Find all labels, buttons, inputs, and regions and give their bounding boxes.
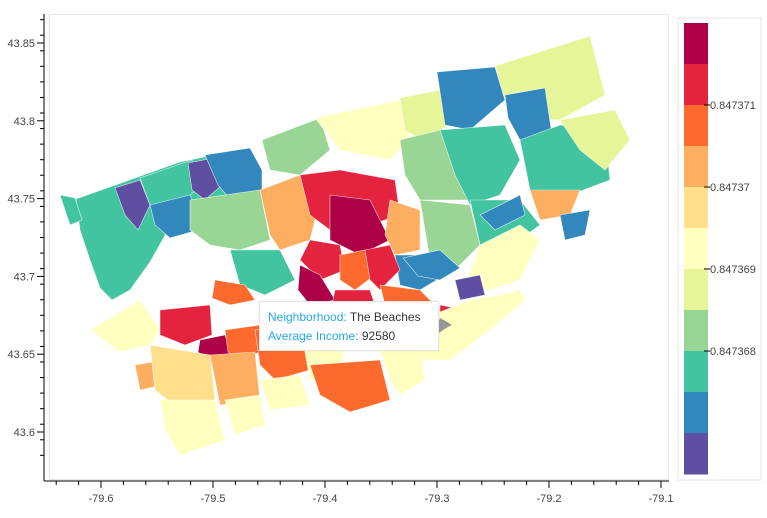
neighborhood-region	[559, 109, 631, 171]
colorbar-swatch	[684, 23, 708, 65]
neighborhood-region	[454, 274, 486, 301]
neighborhood-region	[339, 249, 376, 291]
neighborhood-region	[314, 99, 411, 161]
colorbar-tick-label: 0.847369	[710, 264, 756, 276]
neighborhood-region	[559, 209, 591, 241]
neighborhood-region	[402, 249, 461, 281]
colorbar-swatch	[684, 392, 708, 434]
axes: -79.6 -79.5 -79.4 -79.3 -79.2 -79.1 43.85 43.8 4…	[7, 14, 674, 505]
colorbar-swatch	[684, 269, 708, 311]
colorbar-swatch	[684, 146, 708, 188]
neighborhood-region	[439, 124, 521, 206]
neighborhood-region	[261, 117, 331, 176]
tooltip-income-row: Average Income: 92580	[268, 327, 434, 346]
colorbar-swatch	[684, 433, 708, 475]
tooltip-neighborhood-value: The Beaches	[349, 310, 421, 324]
tooltip-neighborhood-row: Neighborhood: The Beaches	[268, 308, 434, 327]
neighborhood-region	[89, 299, 161, 353]
neighborhood-regions	[59, 35, 631, 456]
neighborhood-region	[384, 199, 421, 256]
neighborhood-region	[364, 244, 401, 291]
colorbar-swatch	[684, 310, 708, 352]
x-tick-label: -79.3	[424, 493, 449, 505]
y-tick-label: 43.6	[14, 427, 35, 439]
tooltip-pointer	[439, 319, 449, 333]
x-tick-label: -79.5	[200, 493, 225, 505]
neighborhood-region	[259, 374, 311, 411]
colorbar-swatch	[684, 105, 708, 147]
y-tick-label: 43.75	[7, 194, 35, 206]
neighborhood-region	[189, 189, 271, 251]
colorbar-swatch	[684, 351, 708, 393]
tooltip-income-value: 92580	[361, 329, 396, 343]
colorbar-tick-label: 0.84737	[710, 182, 750, 194]
colorbar-tick-label: 0.847371	[710, 100, 756, 112]
y-tick-label: 43.85	[7, 38, 35, 50]
y-tick-label: 43.65	[7, 349, 35, 361]
y-tick-label: 43.7	[14, 271, 35, 283]
x-tick-label: -79.2	[536, 493, 561, 505]
neighborhood-region	[309, 359, 391, 413]
neighborhood-region	[224, 394, 266, 436]
x-tick-label: -79.4	[312, 493, 337, 505]
neighborhood-region	[329, 194, 391, 256]
colorbar-swatch	[684, 228, 708, 270]
colorbar: 0.847368 0.847369 0.84737 0.847371	[677, 17, 762, 481]
neighborhood-region	[159, 399, 226, 456]
hover-tooltip: Neighborhood: The Beaches Average Income…	[259, 301, 439, 351]
tooltip-neighborhood-label: Neighborhood:	[268, 310, 347, 324]
neighborhood-region	[59, 194, 83, 226]
neighborhood-region	[114, 179, 151, 231]
tooltip-income-label: Average Income:	[268, 329, 359, 343]
colorbar-swatch	[684, 64, 708, 106]
colorbar-frame	[677, 17, 762, 481]
neighborhood-region	[159, 304, 213, 346]
colorbar-tick-label: 0.847368	[710, 346, 756, 358]
colorbar-swatch	[684, 187, 708, 229]
neighborhood-region	[436, 66, 506, 131]
neighborhood-region	[211, 279, 256, 306]
neighborhood-region	[479, 194, 526, 231]
neighborhood-region	[419, 289, 526, 361]
neighborhood-region	[299, 239, 346, 281]
x-tick-label: -79.6	[88, 493, 113, 505]
neighborhood-region	[229, 249, 296, 296]
x-tick-label: -79.1	[648, 493, 673, 505]
y-tick-label: 43.8	[14, 116, 35, 128]
